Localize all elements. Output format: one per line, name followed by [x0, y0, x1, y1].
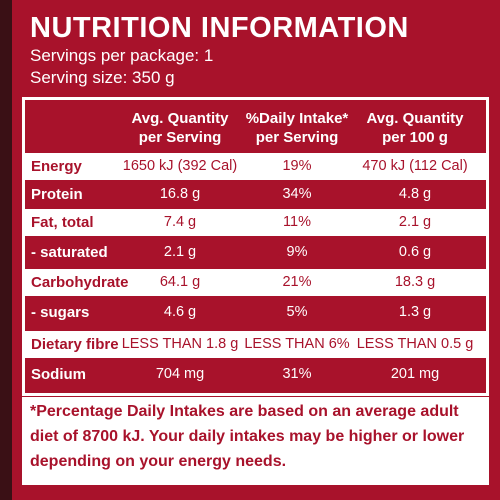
cell-value: 16.8 g [159, 186, 201, 202]
cell-value: 18.3 g [394, 274, 436, 290]
row-label: Protein [31, 186, 83, 203]
table-row: Dietary fibre LESS THAN 1.8 g LESS THAN 6%… [25, 331, 486, 358]
row-label: - saturated [31, 244, 108, 261]
cell-value: 64.1 g [159, 274, 201, 290]
table-row: Protein 16.8 g 34% 4.8 g [25, 181, 486, 208]
row-label: Energy [31, 158, 82, 175]
cell-value: 34% [282, 186, 312, 202]
footnote-line: diet of 8700 kJ. Your daily intakes may … [30, 428, 465, 445]
cell-value: 31% [282, 366, 312, 382]
footnote-line: *Percentage Daily Intakes are based on a… [30, 403, 459, 420]
serving-size: Serving size: 350 g [30, 68, 175, 87]
table-row: Sodium 704 mg 31% 201 mg [25, 361, 486, 388]
table-row: Fat, total 7.4 g 11% 2.1 g [25, 209, 486, 236]
column-header: per Serving [255, 129, 339, 146]
cell-value: 1650 kJ (392 Cal) [122, 158, 238, 174]
column-header: per Serving [138, 129, 222, 146]
column-header: %Daily Intake* [245, 110, 349, 127]
cell-value: 9% [286, 244, 308, 260]
footnote-box: *Percentage Daily Intakes are based on a… [22, 397, 489, 485]
column-header: Avg. Quantity [366, 110, 464, 127]
row-label: Dietary fibre [31, 336, 119, 353]
row-label: Carbohydrate [31, 274, 129, 291]
cell-value: 19% [282, 158, 312, 174]
cell-value: LESS THAN 0.5 g [356, 336, 474, 352]
column-header: Avg. Quantity [131, 110, 229, 127]
cell-value: 470 kJ (112 Cal) [362, 158, 468, 174]
table-row: Energy 1650 kJ (392 Cal) 19% 470 kJ (112 Ca… [25, 153, 486, 180]
cell-value: 0.6 g [398, 244, 432, 260]
cell-value: LESS THAN 6% [244, 336, 350, 352]
cell-value: 1.3 g [398, 304, 432, 320]
footnote-line: depending on your energy needs. [30, 453, 287, 470]
cell-value: 2.1 g [398, 214, 432, 230]
cell-value: 201 mg [390, 366, 440, 382]
package-edge [0, 0, 12, 500]
cell-value: LESS THAN 1.8 g [121, 336, 239, 352]
cell-value: 4.8 g [398, 186, 432, 202]
cell-value: 4.6 g [163, 304, 197, 320]
table-row: Carbohydrate 64.1 g 21% 18.3 g [25, 269, 486, 296]
cell-value: 7.4 g [163, 214, 197, 230]
row-label: - sugars [31, 304, 90, 321]
cell-value: 11% [283, 214, 311, 230]
cell-value: 21% [282, 274, 312, 290]
table-row: - saturated 2.1 g 9% 0.6 g [25, 239, 486, 266]
row-label: Sodium [31, 366, 86, 383]
cell-value: 704 mg [155, 366, 205, 382]
cell-value: 5% [286, 304, 308, 320]
title: NUTRITION INFORMATION [30, 12, 409, 44]
table-frame [22, 97, 489, 396]
table-row: - sugars 4.6 g 5% 1.3 g [25, 299, 486, 326]
cell-value: 2.1 g [163, 244, 197, 260]
servings: Servings per package: 1 [30, 46, 214, 65]
row-label: Fat, total [31, 214, 94, 231]
column-header: per 100 g [382, 129, 448, 146]
